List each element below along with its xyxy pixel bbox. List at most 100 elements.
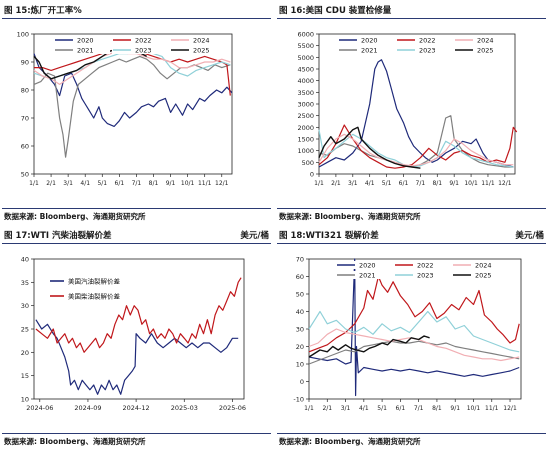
x-tick-label: 6/1 (399, 180, 409, 187)
legend-label: 2025 (475, 272, 492, 280)
legend-bg (452, 271, 508, 279)
x-tick-label: 1/1 (29, 180, 39, 187)
legend-label: 2021 (77, 47, 94, 55)
series-line (33, 55, 231, 158)
y-tick-label: 40 (296, 308, 304, 316)
y-tick-label: 3000 (297, 101, 314, 109)
x-tick-label: 9/1 (166, 180, 176, 187)
chart-cdu-outages: 0 500 1000 1500 2000 2500 3000 3500 4000 4500 5000… (297, 31, 518, 187)
y-tick-label: 25 (21, 326, 29, 334)
x-tick-label: 9/1 (450, 405, 460, 412)
series-line (308, 258, 520, 397)
series-line (34, 47, 231, 96)
chart-wti321-crack: -10 0 10 20 30 40 50 60 70 1/1 2/1 3/1 4/1 5/1 6/1 7/1 8… (293, 256, 522, 412)
legend-label: 2021 (359, 272, 376, 280)
panel-title: 图 17:WTI 汽柴油裂解价差 (4, 231, 112, 241)
legend-label: 2025 (477, 47, 494, 55)
y-tick-label: 4000 (297, 77, 314, 85)
x-tick-label: 2/1 (46, 180, 56, 187)
y-tick-label: 40 (21, 256, 29, 264)
y-tick-label: 10 (21, 396, 29, 404)
x-tick-label: 9/1 (449, 180, 459, 187)
panel-refinery-utilization: 图 15:炼厂开工率% 50 60 70 80 90 100 1/1 2/1 3/1 4/1 5/1… (0, 0, 275, 224)
chart-refinery-utilization: 50 60 70 80 90 100 1/1 2/1 3/1 4/1 5/1 6/1 7/1 8/1 9/1… (17, 31, 233, 187)
x-tick-label: 11/1 (485, 405, 499, 412)
legend-bg (394, 261, 450, 269)
x-tick-label: 1/1 (314, 180, 324, 187)
x-tick-label: 11/1 (481, 180, 495, 187)
x-tick-label: 10/1 (467, 405, 481, 412)
y-tick-label: 60 (296, 273, 304, 281)
y-tick-label: 20 (21, 349, 29, 357)
series-line (308, 310, 520, 353)
y-tick-label: 30 (21, 302, 29, 310)
source-divider (277, 433, 546, 434)
legend-bg (170, 46, 226, 54)
x-tick-label: 10/1 (181, 180, 195, 187)
series-line (308, 328, 520, 362)
y-tick-label: 6000 (297, 31, 314, 39)
x-tick-label: 4/1 (359, 405, 369, 412)
x-tick-label: 5/1 (97, 180, 107, 187)
y-tick-label: 60 (21, 143, 29, 151)
series-line (318, 115, 514, 168)
y-tick-label: -10 (293, 396, 304, 404)
x-tick-label: 7/1 (414, 405, 424, 412)
y-tick-label: 1000 (297, 147, 314, 155)
series-line (318, 126, 421, 169)
source-divider (2, 208, 271, 209)
legend-label: 2022 (419, 37, 436, 45)
x-tick-label: 1/1 (304, 405, 314, 412)
panel-title: 图 18:WTI321 裂解价差 (279, 231, 379, 241)
y-tick-label: 1500 (297, 136, 314, 144)
x-tick-label: 2024-09 (74, 404, 101, 412)
y-tick-label: 35 (21, 279, 29, 287)
y-tick-label: 3500 (297, 89, 314, 97)
panel-title: 图 16:美国 CDU 装置检修量 (279, 6, 392, 16)
chart-wti-crack-spreads: 10 15 20 25 30 35 40 2024-06 2024-09 2024-12 2025-… (21, 256, 246, 413)
y-tick-label: 2500 (297, 112, 314, 120)
y-tick-label: 70 (21, 115, 29, 123)
title-divider (277, 243, 546, 244)
legend-label: 美国柴油裂解价差 (68, 292, 121, 301)
panel-wti-crack-spreads: 图 17:WTI 汽柴油裂解价差 美元/桶 10 15 20 25 30 35 40 2024… (0, 225, 275, 449)
series-line (318, 124, 518, 169)
x-tick-label: 12/1 (498, 180, 512, 187)
source-note: 数据来源: Bloomberg、海通期货研究所 (4, 212, 146, 221)
legend-label: 2024 (475, 262, 492, 270)
y-tick-label: 20 (296, 343, 304, 351)
x-tick-label: 8/1 (149, 180, 159, 187)
source-note: 数据来源: Bloomberg、海通期货研究所 (279, 437, 421, 446)
x-tick-label: 2/1 (331, 180, 341, 187)
legend-bg (452, 261, 508, 269)
y-tick-label: 0 (300, 378, 304, 386)
legend-bg (396, 46, 452, 54)
series-line (308, 340, 520, 365)
series-line (318, 133, 514, 167)
y-tick-label: 2000 (297, 124, 314, 132)
series-line (35, 319, 239, 395)
legend-bg (336, 271, 392, 279)
legend-label: 2022 (417, 262, 434, 270)
x-tick-label: 2024-06 (26, 404, 53, 412)
legend-bg (54, 36, 110, 44)
series-line (35, 277, 242, 353)
title-divider (277, 18, 546, 19)
y-tick-label: 5500 (297, 42, 314, 50)
series-line (308, 335, 430, 358)
y-tick-label: 5000 (297, 54, 314, 62)
legend-label: 2022 (135, 37, 152, 45)
panel-cdu-outages: 图 16:美国 CDU 装置检修量 0 500 1000 1500 2000 2500 30… (275, 0, 550, 224)
x-tick-label: 8/1 (432, 405, 442, 412)
x-tick-label: 11/1 (198, 180, 212, 187)
legend-bg (454, 46, 510, 54)
series-line (318, 59, 514, 168)
source-note: 数据来源: Bloomberg、海通期货研究所 (279, 212, 421, 221)
y-tick-label: 4500 (297, 66, 314, 74)
y-tick-label: 50 (296, 291, 304, 299)
x-tick-label: 2025-06 (219, 404, 246, 412)
legend-label: 2020 (359, 262, 376, 270)
y-tick-label: 10 (296, 361, 304, 369)
y-tick-label: 0 (310, 171, 314, 179)
x-tick-label: 3/1 (348, 180, 358, 187)
